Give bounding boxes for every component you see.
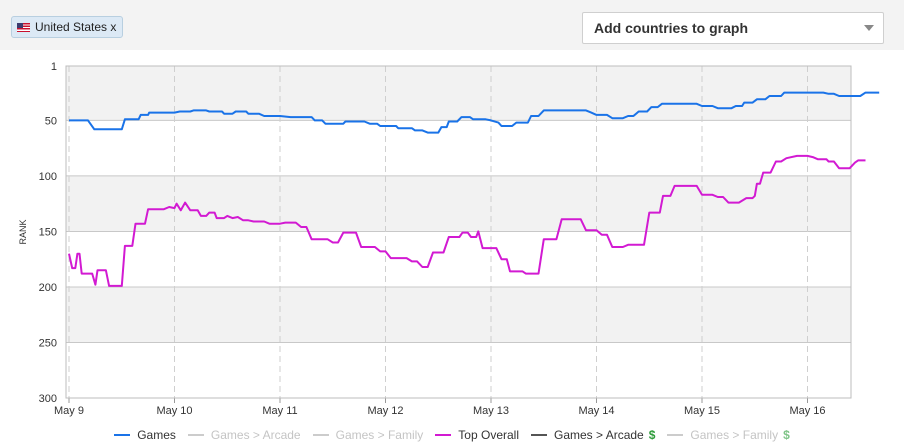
add-countries-dropdown[interactable]: Add countries to graph (582, 12, 884, 44)
legend-item[interactable]: Top Overall (435, 428, 519, 442)
series-line-top-overall (68, 154, 866, 287)
legend-item[interactable]: Games (114, 428, 176, 442)
legend-swatch (435, 434, 452, 436)
add-countries-label: Add countries to graph (594, 20, 748, 36)
series-line-games (69, 91, 880, 134)
legend-swatch (667, 434, 684, 436)
paid-dollar-icon: $ (648, 428, 656, 442)
x-tick-label: May 9 (54, 405, 84, 417)
legend-label: Games > Arcade (210, 428, 301, 442)
plot-frame (65, 65, 852, 399)
legend-swatch (531, 434, 547, 436)
legend-swatch (187, 434, 204, 436)
grid-band (66, 175, 851, 232)
legend-swatch (312, 434, 329, 436)
x-tick-label: May 14 (578, 405, 614, 417)
legend-label: Top Overall (458, 428, 519, 442)
y-tick-label: 200 (39, 282, 57, 294)
country-tag-united-states[interactable]: United States x (11, 16, 124, 38)
legend-label: Games (137, 428, 176, 442)
legend-item[interactable]: Games > Family (312, 428, 424, 442)
legend-swatch (114, 434, 131, 436)
grid-band (66, 286, 851, 343)
legend-item[interactable]: Games > Arcade $ (531, 428, 655, 442)
x-tick-label: May 13 (473, 405, 509, 417)
y-tick-label: 150 (39, 226, 57, 238)
y-axis-label: RANK (18, 219, 28, 244)
country-tag-label: United States x (35, 20, 117, 34)
paid-dollar-icon: $ (783, 428, 790, 442)
legend-label: Games > Family (690, 428, 779, 442)
y-tick-label: 50 (45, 115, 57, 127)
y-tick-label: 300 (39, 393, 57, 405)
legend-item[interactable]: Games > Family $ (667, 428, 790, 442)
y-tick-label: 1 (51, 61, 57, 73)
x-tick-label: May 11 (262, 405, 297, 417)
legend-item[interactable]: Games > Arcade (187, 428, 301, 442)
us-flag-icon (17, 22, 30, 32)
legend-label: Games > Family (335, 428, 424, 442)
y-tick-label: 250 (39, 337, 57, 349)
y-tick-label: 100 (39, 171, 57, 183)
legend-label: Games > Arcade (554, 428, 644, 442)
x-tick-label: May 12 (367, 405, 403, 417)
x-tick-label: May 15 (684, 405, 720, 417)
filter-bar: United States x Add countries to graph (0, 0, 904, 50)
x-tick-label: May 10 (156, 405, 192, 417)
chart-legend: Games Games > Arcade Games > Family Top Ove… (0, 426, 904, 444)
chevron-down-icon (864, 25, 874, 31)
x-tick-label: May 16 (789, 405, 825, 417)
